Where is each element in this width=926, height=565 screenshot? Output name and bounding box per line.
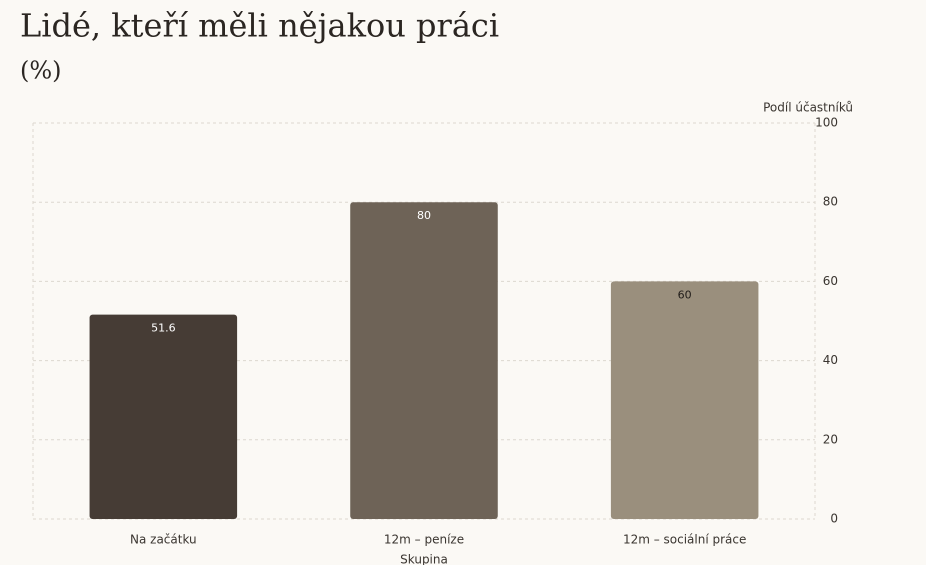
x-tick-label: Na začátku	[130, 533, 197, 547]
value-label: 80	[417, 209, 431, 222]
y-tick-label: 40	[823, 353, 838, 367]
bar	[350, 202, 498, 519]
bar	[610, 281, 759, 519]
y-tick-label: 0	[830, 512, 838, 526]
x-tick-label: 12m – peníze	[384, 533, 464, 547]
y-axis-label: Podíl účastníků	[763, 101, 853, 115]
chart-subtitle: (%)	[20, 57, 62, 85]
value-label: 51.6	[151, 322, 176, 335]
y-tick-label: 20	[823, 432, 838, 446]
x-tick-label: 12m – sociální práce	[623, 533, 746, 547]
value-label: 60	[678, 288, 692, 301]
bar	[89, 314, 238, 519]
y-tick-label: 80	[823, 195, 838, 209]
y-tick-label: 100	[815, 116, 838, 130]
y-tick-label: 60	[823, 274, 838, 288]
x-axis-label: Skupina	[400, 553, 448, 565]
chart-title: Lidé, kteří měli nějakou práci	[20, 7, 499, 45]
